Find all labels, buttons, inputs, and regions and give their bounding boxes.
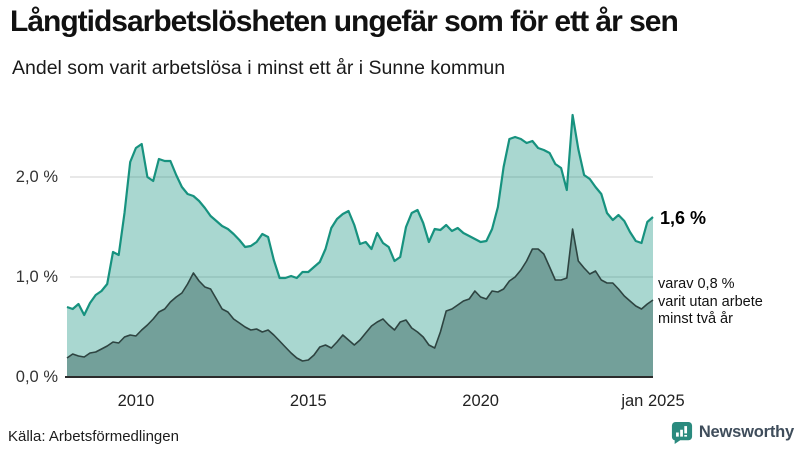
gridlines: [70, 176, 653, 278]
source-caption: Källa: Arbetsförmedlingen: [8, 428, 179, 445]
x-tick-label: 2015: [289, 392, 327, 410]
y-tick-label: 2,0 %: [15, 168, 58, 186]
x-tick-label: jan 2025: [621, 392, 685, 410]
y-tick-label: 0,0 %: [15, 368, 58, 386]
line-total-unemployed: [66, 113, 654, 317]
newsworthy-icon: [671, 421, 692, 444]
secondary-annotation: varav 0,8 % varit utan arbete minst två …: [658, 276, 763, 329]
area-two-years-unemployed: [67, 229, 653, 377]
end-value-label: 1,6 %: [660, 208, 707, 228]
chart-subtitle: Andel som varit arbetslösa i minst ett å…: [12, 57, 506, 79]
newsworthy-logo: Newsworthy: [671, 421, 794, 444]
annotation-line-1: varav 0,8 %: [658, 276, 735, 292]
x-tick-label: 2010: [117, 392, 155, 410]
page-title: Långtidsarbetslösheten ungefär som för e…: [10, 5, 679, 38]
annotation-line-2: varit utan arbete: [658, 293, 763, 310]
line-two-years-unemployed: [66, 228, 654, 362]
brand-name: Newsworthy: [698, 423, 794, 441]
y-tick-label: 1,0 %: [15, 268, 58, 286]
x-tick-label: 2020: [462, 392, 499, 410]
annotation-line-3: minst två år: [658, 311, 733, 328]
